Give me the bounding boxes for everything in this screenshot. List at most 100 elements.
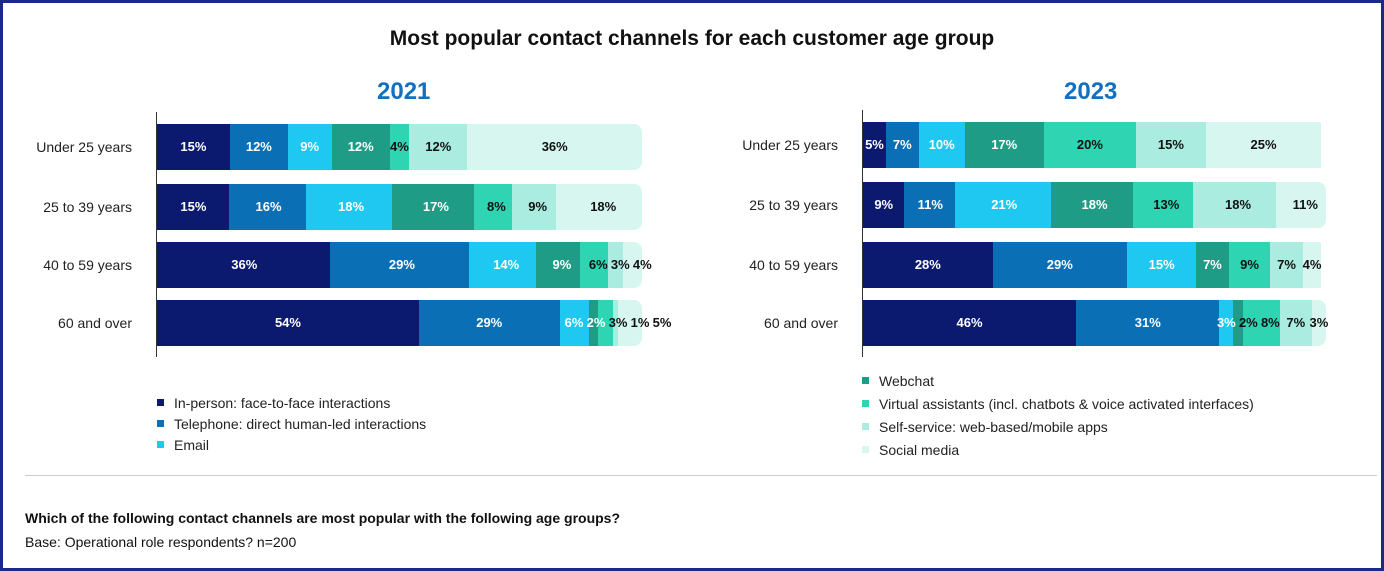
data-label: 17% [422,199,449,214]
data-label: 7% [1203,257,1222,272]
category-label: 25 to 39 years [43,199,132,215]
data-label: 5% [865,137,884,152]
category-label: 60 and over [764,315,838,331]
legend-label: Telephone: direct human-led interactions [174,415,427,432]
legend-label: Virtual assistants (incl. chatbots & voi… [879,395,1254,412]
data-label: 18% [590,199,617,214]
bar-segment [331,124,390,170]
data-label-layer: 28% 29% 15% 7% 9% 7% 4% [863,242,1326,288]
data-label: 3% [1309,315,1329,330]
bar-segment [1196,242,1229,288]
legend-swatch [157,399,164,406]
data-label: 3% [608,315,628,330]
stacked-bar [157,184,642,230]
data-label: 7% [1277,257,1296,272]
stacked-bar [863,242,1326,288]
category-label: 40 to 59 years [749,257,838,273]
bar-segment [1242,300,1280,346]
legend-2023: Webchat Virtual assistants (incl. chatbo… [862,369,1254,461]
bar-segment [954,182,1051,228]
data-label: 17% [991,137,1018,152]
category-label: 40 to 59 years [43,257,132,273]
bar-segment [904,182,955,228]
legend-label: Social media [879,441,960,458]
data-label: 5% [652,315,672,330]
legend-item: Webchat [862,369,1254,392]
legend-label: Email [174,436,210,453]
year-2023-title: 2023 [1064,78,1118,105]
stacked-bar [863,300,1326,346]
bar-segment [536,242,580,288]
data-label-layer: 15% 16% 18% 17% 8% 9% 18% [157,184,642,230]
bar-segment [1050,182,1134,228]
data-label: 18% [1081,197,1108,212]
bar-segment [559,300,589,346]
data-label: 7% [1286,315,1306,330]
bar-segment [1219,300,1234,346]
data-label: 7% [892,137,912,152]
bar-segment [1133,182,1194,228]
data-label: 13% [1153,197,1180,212]
bar-segment [1302,242,1322,288]
bar-segment [964,122,1044,168]
bar-segment [512,184,556,230]
bar-segment [1075,300,1220,346]
data-label: 2% [1238,315,1258,330]
bar-segment [617,300,642,346]
data-label: 9% [528,199,548,214]
bar-segment [588,300,599,346]
data-label: 16% [255,199,282,214]
data-label: 46% [956,315,983,330]
stacked-bar [157,242,642,288]
legend-item: In-person: face-to-face interactions [157,392,426,413]
data-label: 9% [1240,257,1259,272]
data-label: 20% [1076,137,1103,152]
divider [25,475,1377,476]
bar-segment [305,184,393,230]
chart-title: Most popular contact channels for each c… [389,27,995,50]
stacked-bar [157,124,642,170]
bar-segment [157,124,230,170]
data-label: 18% [1225,197,1252,212]
bar-segment [1126,242,1197,288]
bar-segment [1275,182,1326,228]
y-axis-line [156,112,157,357]
category-label: Under 25 years [742,137,838,153]
year-2021-title: 2021 [377,78,431,105]
data-label: 15% [1148,257,1175,272]
bar-segment [1205,122,1322,168]
bar-segment [863,242,993,288]
bar-segment [1233,300,1243,346]
legend-swatch [862,400,869,407]
bar-segment [389,124,410,170]
data-label: 11% [1292,197,1318,212]
legend-swatch [157,420,164,427]
data-label: 31% [1134,315,1161,330]
bar-segment [1043,122,1137,168]
data-label-layer: 15% 12% 9% 12% 4% 12% 36% [157,124,642,170]
data-label-layer: 46% 31% 3% 2% 8% 7% 3% [863,300,1329,346]
bar-segment [1312,300,1326,346]
legend-swatch [862,423,869,430]
base-note: Base: Operational role respondents? n=20… [25,534,297,550]
y-axis-line [862,110,863,357]
data-label: 12% [245,139,272,154]
legend-item: Social media [862,438,1254,461]
bar-segment [157,184,230,230]
bar-segment [418,300,560,346]
bar-segment [1136,122,1206,168]
legend-swatch [862,446,869,453]
data-label: 36% [231,257,258,272]
data-label: 11% [917,197,943,212]
bar-segment [157,242,330,288]
survey-question: Which of the following contact channels … [25,510,621,526]
data-label: 4% [1302,257,1322,272]
data-label: 9% [552,257,572,272]
stacked-bar [863,122,1326,168]
stacked-bar [863,182,1326,228]
data-label: 9% [874,197,894,212]
data-label: 8% [487,199,506,214]
data-label: 15% [180,199,207,214]
bar-segment [863,122,887,168]
category-label: 25 to 39 years [749,197,838,213]
